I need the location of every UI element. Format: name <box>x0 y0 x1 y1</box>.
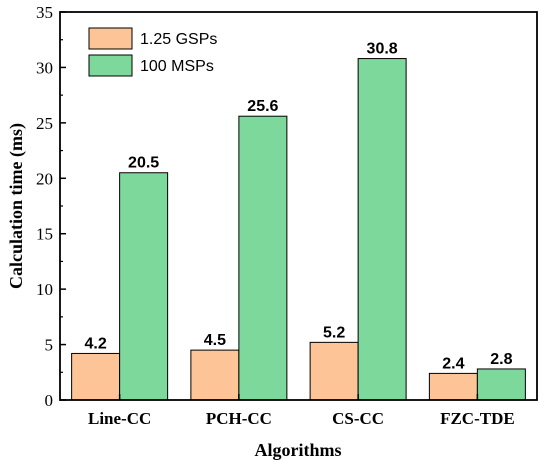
bar-msps <box>119 172 169 401</box>
y-tick-label: 35 <box>36 3 53 22</box>
legend-swatch <box>88 27 133 50</box>
data-label: 5.2 <box>323 324 345 341</box>
data-label: 20.5 <box>128 155 159 172</box>
y-tick-label: 20 <box>36 169 53 188</box>
bar-msps <box>357 58 407 401</box>
data-label: 25.6 <box>247 98 278 115</box>
legend: 1.25 GSPs 100 MSPs <box>88 27 217 77</box>
bar-gsps <box>309 341 359 401</box>
x-tick-label: FZC-TDE <box>440 409 515 428</box>
data-label: 2.4 <box>442 355 464 372</box>
y-tick-label: 15 <box>36 225 53 244</box>
bars-layer <box>71 58 526 401</box>
x-tick-label: Line-CC <box>88 409 151 428</box>
x-tick-label: CS-CC <box>332 409 384 428</box>
x-axis-title: Algorithms <box>255 440 342 460</box>
legend-swatch <box>88 54 133 77</box>
legend-label: 1.25 GSPs <box>140 31 217 48</box>
legend-label: 100 MSPs <box>140 58 214 75</box>
y-tick-label: 0 <box>45 391 54 410</box>
data-label: 2.8 <box>490 351 512 368</box>
bar-msps <box>238 115 288 401</box>
bar-gsps <box>190 349 240 401</box>
y-tick-label: 30 <box>36 58 53 77</box>
y-axis: 0 5 10 15 20 25 30 35 <box>36 3 66 410</box>
y-tick-label: 5 <box>45 336 54 355</box>
bar-gsps <box>428 372 478 401</box>
y-tick-label: 25 <box>36 114 53 133</box>
x-tick-label: PCH-CC <box>206 409 272 428</box>
data-label: 4.5 <box>204 332 226 349</box>
value-labels-layer: 4.2 20.5 4.5 25.6 5.2 30.8 2.4 2.8 <box>85 41 513 373</box>
bar-msps <box>476 368 526 401</box>
y-axis-title: Calculation time (ms) <box>6 123 27 289</box>
data-label: 4.2 <box>85 335 107 352</box>
bar-gsps <box>71 352 121 401</box>
y-tick-label: 10 <box>36 280 53 299</box>
x-axis: Line-CC PCH-CC CS-CC FZC-TDE <box>88 394 515 428</box>
data-label: 30.8 <box>367 41 398 58</box>
